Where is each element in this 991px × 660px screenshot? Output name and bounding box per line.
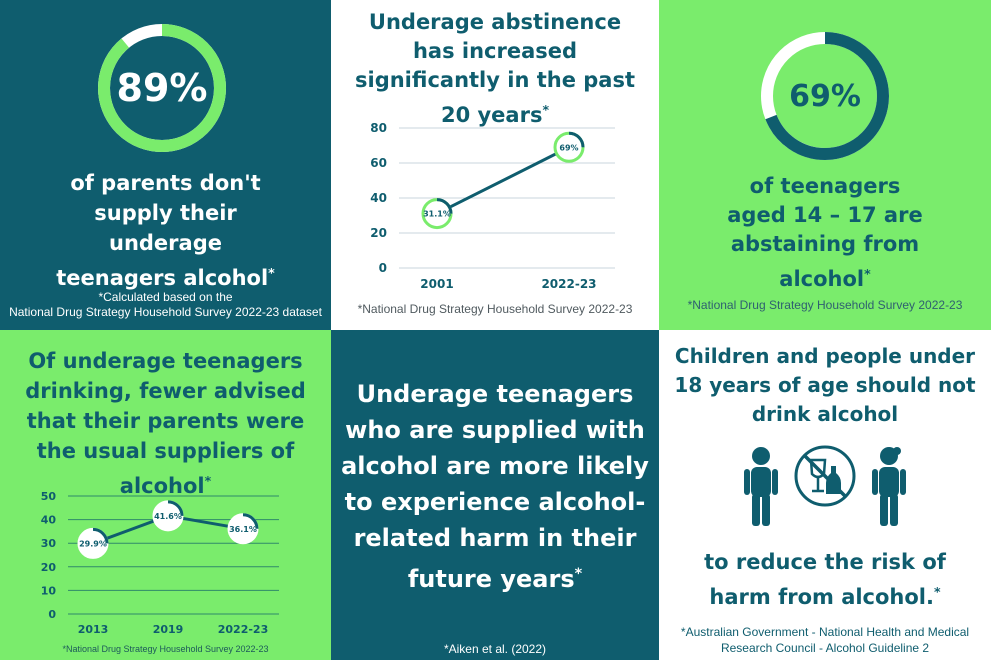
girl-icon xyxy=(872,447,906,526)
progress-ring-89 xyxy=(98,24,226,152)
tile-teen-abstaining: 69% of teenagers aged 14 – 17 are abstai… xyxy=(659,0,991,330)
parent-suppliers-text: Of underage teenagers drinking, fewer ad… xyxy=(25,349,306,498)
x-tick-label: 2022-23 xyxy=(218,623,269,636)
y-tick-label: 20 xyxy=(370,226,387,240)
abstinence-title-text: Underage abstinence has increased signif… xyxy=(355,10,635,127)
data-point-accent xyxy=(92,527,109,544)
data-point-accent xyxy=(568,131,585,148)
parent-suppliers-title: Of underage teenagers drinking, fewer ad… xyxy=(0,346,331,501)
data-point-accent xyxy=(167,500,184,516)
tile-parent-suppliers: Of underage teenagers drinking, fewer ad… xyxy=(0,330,331,660)
footnote-line-1: *Calculated based on the xyxy=(98,290,233,304)
guideline-message-text: to reduce the risk of harm from alcohol. xyxy=(704,550,946,609)
guideline-message: to reduce the risk of harm from alcohol.… xyxy=(659,548,991,612)
asterisk: * xyxy=(934,584,941,599)
y-tick-label: 30 xyxy=(41,537,57,550)
progress-ring-69 xyxy=(761,32,889,160)
footnote-nhmrc: *Australian Government - National Health… xyxy=(659,624,991,656)
x-tick-label: 2022-23 xyxy=(541,277,596,290)
y-tick-label: 40 xyxy=(41,514,57,527)
asterisk: * xyxy=(864,266,871,281)
data-label: 31.1% xyxy=(423,210,451,219)
teen-abstaining-text: of teenagers aged 14 – 17 are abstaining… xyxy=(727,174,923,291)
tile-guideline: Children and people under 18 years of ag… xyxy=(659,330,991,660)
footnote-survey: *National Drug Strategy Household Survey… xyxy=(62,644,269,654)
tile-abstinence-trend: Underage abstinence has increased signif… xyxy=(331,0,659,330)
harm-message-text: Underage teenagers who are supplied with… xyxy=(341,380,649,593)
asterisk: * xyxy=(574,566,583,582)
asterisk: * xyxy=(542,102,550,117)
y-tick-label: 20 xyxy=(41,561,57,574)
footnote-survey: *National Drug Strategy Household Survey… xyxy=(687,298,963,312)
abstinence-line-chart: 0 20 40 60 80 2001 2022-23 31.1% 69% xyxy=(370,121,615,290)
footnote-aiken: *Aiken et al. (2022) xyxy=(443,642,547,656)
x-tick-label: 2019 xyxy=(153,623,184,636)
y-tick-label: 0 xyxy=(379,261,387,275)
asterisk: * xyxy=(204,473,212,488)
y-tick-label: 60 xyxy=(370,156,387,170)
asterisk: * xyxy=(268,265,275,280)
footnote-line-1: *Australian Government - National Health… xyxy=(680,625,970,639)
boy-icon xyxy=(744,447,778,526)
y-tick-label: 40 xyxy=(370,191,387,205)
data-label: 29.9% xyxy=(79,539,107,548)
percent-89: 89% xyxy=(116,66,208,110)
guideline-icons xyxy=(744,445,906,526)
y-tick-label: 50 xyxy=(41,490,57,503)
footnote-line-2: National Drug Strategy Household Survey … xyxy=(9,305,322,319)
footnote-survey: *National Drug Strategy Household Survey… xyxy=(357,302,633,316)
data-label: 36.1% xyxy=(229,525,257,534)
data-label: 41.6% xyxy=(154,512,182,521)
parents-message-text: of parents don't supply their underage t… xyxy=(56,171,269,290)
footnote-line-2: Research Council - Alcohol Guideline 2 xyxy=(720,641,930,655)
y-tick-label: 80 xyxy=(370,121,387,135)
x-tick-label: 2013 xyxy=(78,623,109,636)
teen-abstaining-message: of teenagers aged 14 – 17 are abstaining… xyxy=(659,172,991,294)
y-tick-label: 0 xyxy=(48,608,56,621)
parent-suppliers-line-chart: 0 10 20 30 40 50 2013 2019 2022-23 29.9% 41.6% 36.1… xyxy=(41,490,279,636)
percent-69: 69% xyxy=(789,78,861,114)
x-tick-label: 2001 xyxy=(420,277,453,290)
tile-supplied-harm: Underage teenagers who are supplied with… xyxy=(331,330,659,660)
series-line xyxy=(436,145,570,215)
harm-message: Underage teenagers who are supplied with… xyxy=(331,376,659,597)
footnote-calculated: *Calculated based on the National Drug S… xyxy=(0,290,331,320)
y-tick-label: 10 xyxy=(41,584,57,597)
no-alcohol-icon xyxy=(794,445,856,507)
abstinence-title: Underage abstinence has increased signif… xyxy=(331,8,659,130)
tile-parents-supply: 89% of parents don't supply their undera… xyxy=(0,0,331,330)
guideline-title: Children and people under 18 years of ag… xyxy=(674,344,976,426)
data-label: 69% xyxy=(559,143,578,152)
data-point-accent xyxy=(242,513,259,529)
parents-message: of parents don't supply their underage t… xyxy=(0,168,331,293)
data-point-accent xyxy=(436,198,453,214)
